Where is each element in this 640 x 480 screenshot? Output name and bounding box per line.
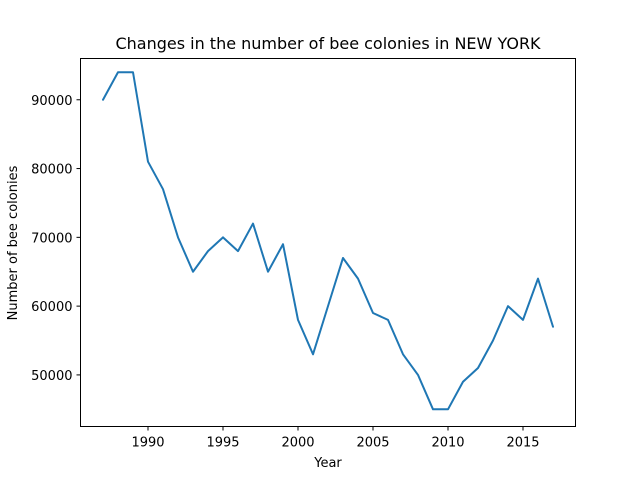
data-point — [222, 236, 224, 238]
y-tick-label: 80000 — [31, 163, 72, 178]
data-point — [507, 305, 509, 307]
data-point — [477, 367, 479, 369]
y-tick-label: 50000 — [31, 369, 72, 384]
data-point — [102, 99, 104, 101]
data-point — [522, 319, 524, 321]
plot-area — [102, 71, 554, 411]
data-point — [432, 408, 434, 410]
data-point — [147, 161, 149, 163]
data-point — [492, 340, 494, 342]
y-tick-label: 60000 — [31, 300, 72, 315]
x-axis: 1990 1995 2000 2005 2010 2015 — [131, 426, 540, 451]
x-tick-label: 1995 — [206, 436, 239, 451]
data-point — [342, 257, 344, 259]
data-point — [312, 353, 314, 355]
data-point — [237, 250, 239, 252]
data-point — [162, 188, 164, 190]
data-point — [132, 71, 134, 73]
y-axis-label: Number of bee colonies — [6, 165, 21, 320]
data-point — [297, 319, 299, 321]
data-point — [537, 278, 539, 280]
x-tick-label: 1990 — [131, 436, 164, 451]
x-axis-label: Year — [313, 456, 342, 471]
data-point — [282, 243, 284, 245]
data-point — [402, 353, 404, 355]
plot-frame — [80, 58, 576, 427]
data-point — [372, 312, 374, 314]
x-tick-label: 2000 — [281, 436, 314, 451]
data-point — [552, 326, 554, 328]
data-point — [327, 305, 329, 307]
data-point — [267, 271, 269, 273]
x-tick-label: 2010 — [431, 436, 464, 451]
x-tick-label: 2015 — [506, 436, 539, 451]
y-tick-label: 90000 — [31, 94, 72, 109]
data-point — [357, 278, 359, 280]
data-point — [207, 250, 209, 252]
data-point — [252, 223, 254, 225]
data-point — [117, 71, 119, 73]
series-line — [102, 71, 554, 411]
chart-title: Changes in the number of bee colonies in… — [115, 34, 541, 53]
data-point — [192, 271, 194, 273]
data-point — [387, 319, 389, 321]
data-point — [177, 236, 179, 238]
x-tick-label: 2005 — [356, 436, 389, 451]
y-axis: 50000 60000 70000 80000 90000 — [31, 94, 81, 384]
data-point — [417, 374, 419, 376]
data-point — [447, 408, 449, 410]
y-tick-label: 70000 — [31, 231, 72, 246]
data-point — [462, 381, 464, 383]
